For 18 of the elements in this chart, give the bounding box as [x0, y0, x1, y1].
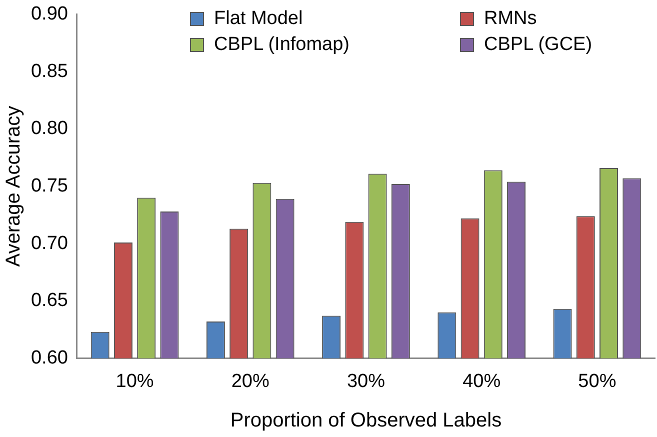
legend-label: CBPL (GCE)	[484, 34, 592, 56]
legend-label: RMNs	[484, 8, 537, 30]
y-tick-label: 0.60	[30, 347, 68, 368]
x-tick-label: 20%	[231, 370, 270, 392]
x-tick-label: 40%	[462, 370, 501, 392]
x-tick-label: 10%	[116, 370, 154, 392]
y-tick-label: 0.85	[30, 60, 68, 82]
x-axis-title: Proportion of Observed Labels	[230, 410, 502, 432]
y-tick-label: 0.75	[30, 176, 68, 197]
y-tick-label: 0.65	[30, 290, 68, 312]
y-axis-title: Average Accuracy	[2, 106, 25, 267]
y-tick-label: 0.80	[30, 118, 68, 140]
x-tick-label: 30%	[346, 370, 386, 392]
legend-label: CBPL (Infomap)	[214, 34, 350, 56]
y-tick-label: 0.90	[30, 4, 68, 25]
legend-label: Flat Model	[214, 8, 303, 30]
x-tick-label: 50%	[578, 370, 616, 392]
y-tick-label: 0.70	[30, 232, 68, 254]
